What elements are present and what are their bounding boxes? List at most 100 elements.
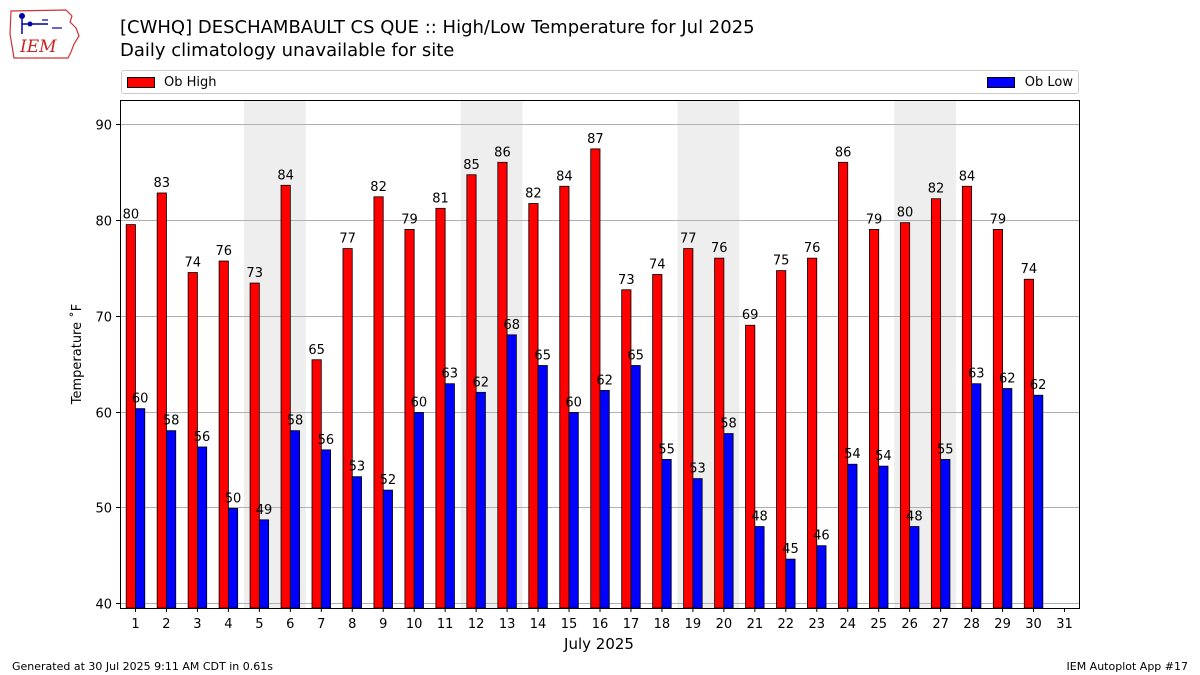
bar-low [909,526,920,609]
weather-station-icon [19,13,62,34]
data-label-high: 84 [556,169,573,184]
bar-high [714,257,725,609]
bar-high [466,174,477,609]
bar-low [785,558,796,609]
data-label-high: 80 [897,206,914,221]
x-tick-label: 30 [1025,617,1042,632]
bar-high [745,324,756,609]
y-tick-label: 50 [95,502,112,517]
x-tick-label: 15 [561,617,578,632]
bar-high [497,161,508,609]
data-label-low: 60 [565,395,582,410]
bar-low [1033,394,1044,609]
bar-high [404,228,415,609]
iowa-outline-icon [9,9,80,59]
bar-high [992,228,1003,609]
bar-high [652,274,663,609]
data-label-high: 76 [711,241,728,256]
bar-low [816,545,827,609]
bar-low [320,449,331,609]
y-tick-label: 60 [95,407,112,422]
bar-high [435,207,446,609]
bar-low [289,430,301,609]
data-label-high: 77 [680,232,697,247]
bar-low [135,408,146,609]
x-axis-label: July 2025 [563,635,634,653]
x-tick-label: 13 [499,617,516,632]
bar-low [475,391,486,609]
data-label-low: 62 [473,375,490,390]
bar-high [373,196,384,609]
data-label-low: 49 [256,503,273,518]
chart-title: [CWHQ] DESCHAMBAULT CS QUE :: High/Low T… [120,17,755,38]
data-label-high: 69 [742,308,759,323]
bar-low [692,478,703,609]
data-label-high: 83 [154,176,171,191]
x-tick-label: 14 [530,617,547,632]
bar-low [847,463,858,609]
data-label-low: 46 [813,529,830,544]
bar-high [899,222,911,609]
data-label-low: 56 [194,430,211,445]
data-label-low: 58 [720,417,737,432]
data-label-low: 62 [596,373,613,388]
bar-low [166,430,177,609]
data-label-low: 63 [442,367,459,382]
x-tick-label: 31 [1056,617,1073,632]
data-label-high: 76 [804,241,821,256]
bar-low [878,465,889,609]
data-label-high: 85 [463,158,480,173]
data-label-low: 53 [349,460,366,475]
chart-subtitle: Daily climatology unavailable for site [120,40,455,61]
data-label-high: 76 [215,244,232,259]
data-label-low: 48 [906,510,923,525]
data-label-low: 54 [875,449,892,464]
x-tick-label: 4 [224,617,232,632]
x-tick-label: 8 [348,617,356,632]
legend: Ob High Ob Low [121,70,1079,94]
bar-low [506,334,517,609]
data-label-low: 62 [1030,378,1047,393]
x-tick-label: 3 [193,617,201,632]
data-label-low: 65 [534,349,551,364]
bar-high [125,224,136,609]
x-tick-label: 19 [685,617,702,632]
x-tick-label: 24 [839,617,856,632]
bar-high [528,203,539,609]
bar-low [537,365,548,609]
data-label-high: 79 [866,212,883,227]
data-label-high: 82 [370,180,387,195]
data-label-low: 45 [782,542,799,557]
data-label-high: 84 [959,169,976,184]
bar-high [249,282,260,609]
x-tick-label: 5 [255,617,263,632]
bar-low [630,365,641,609]
x-tick-label: 18 [654,617,671,632]
data-label-high: 80 [123,208,140,223]
x-tick-label: 21 [747,617,764,632]
data-label-high: 84 [277,168,294,183]
bar-low [754,526,765,609]
bar-high [930,198,942,609]
data-label-high: 86 [835,145,852,160]
x-tick-label: 25 [870,617,887,632]
bar-low [351,476,362,609]
x-tick-label: 10 [406,617,423,632]
x-tick-label: 23 [809,617,826,632]
bar-low [413,412,424,609]
data-label-low: 58 [287,414,304,429]
bar-low [599,390,610,609]
bar-low [940,459,951,609]
bar-high [280,184,291,609]
data-label-low: 63 [968,367,985,382]
bar-low [1002,388,1013,609]
bar-low [971,383,982,609]
data-label-high: 79 [401,212,418,227]
legend-swatch-low [986,77,1015,88]
data-label-low: 53 [689,462,706,477]
x-tick-label: 1 [131,617,139,632]
y-tick-label: 90 [95,119,112,134]
data-label-low: 56 [318,433,335,448]
bar-high [776,270,787,609]
data-label-high: 73 [246,266,263,281]
